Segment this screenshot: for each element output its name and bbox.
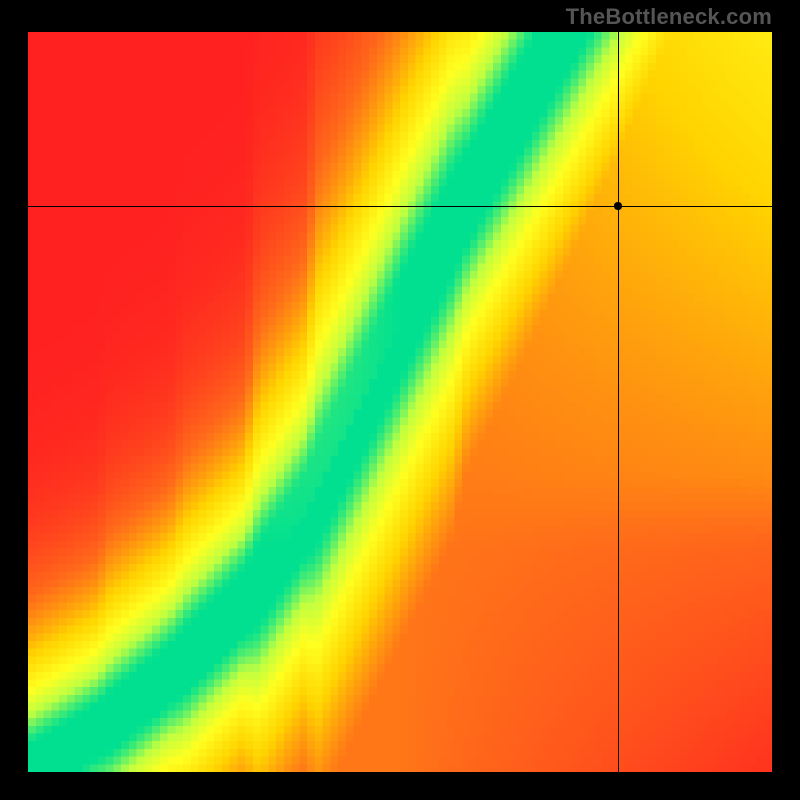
watermark-text: TheBottleneck.com	[566, 4, 772, 30]
crosshair-overlay	[0, 0, 800, 800]
figure-root: TheBottleneck.com	[0, 0, 800, 800]
